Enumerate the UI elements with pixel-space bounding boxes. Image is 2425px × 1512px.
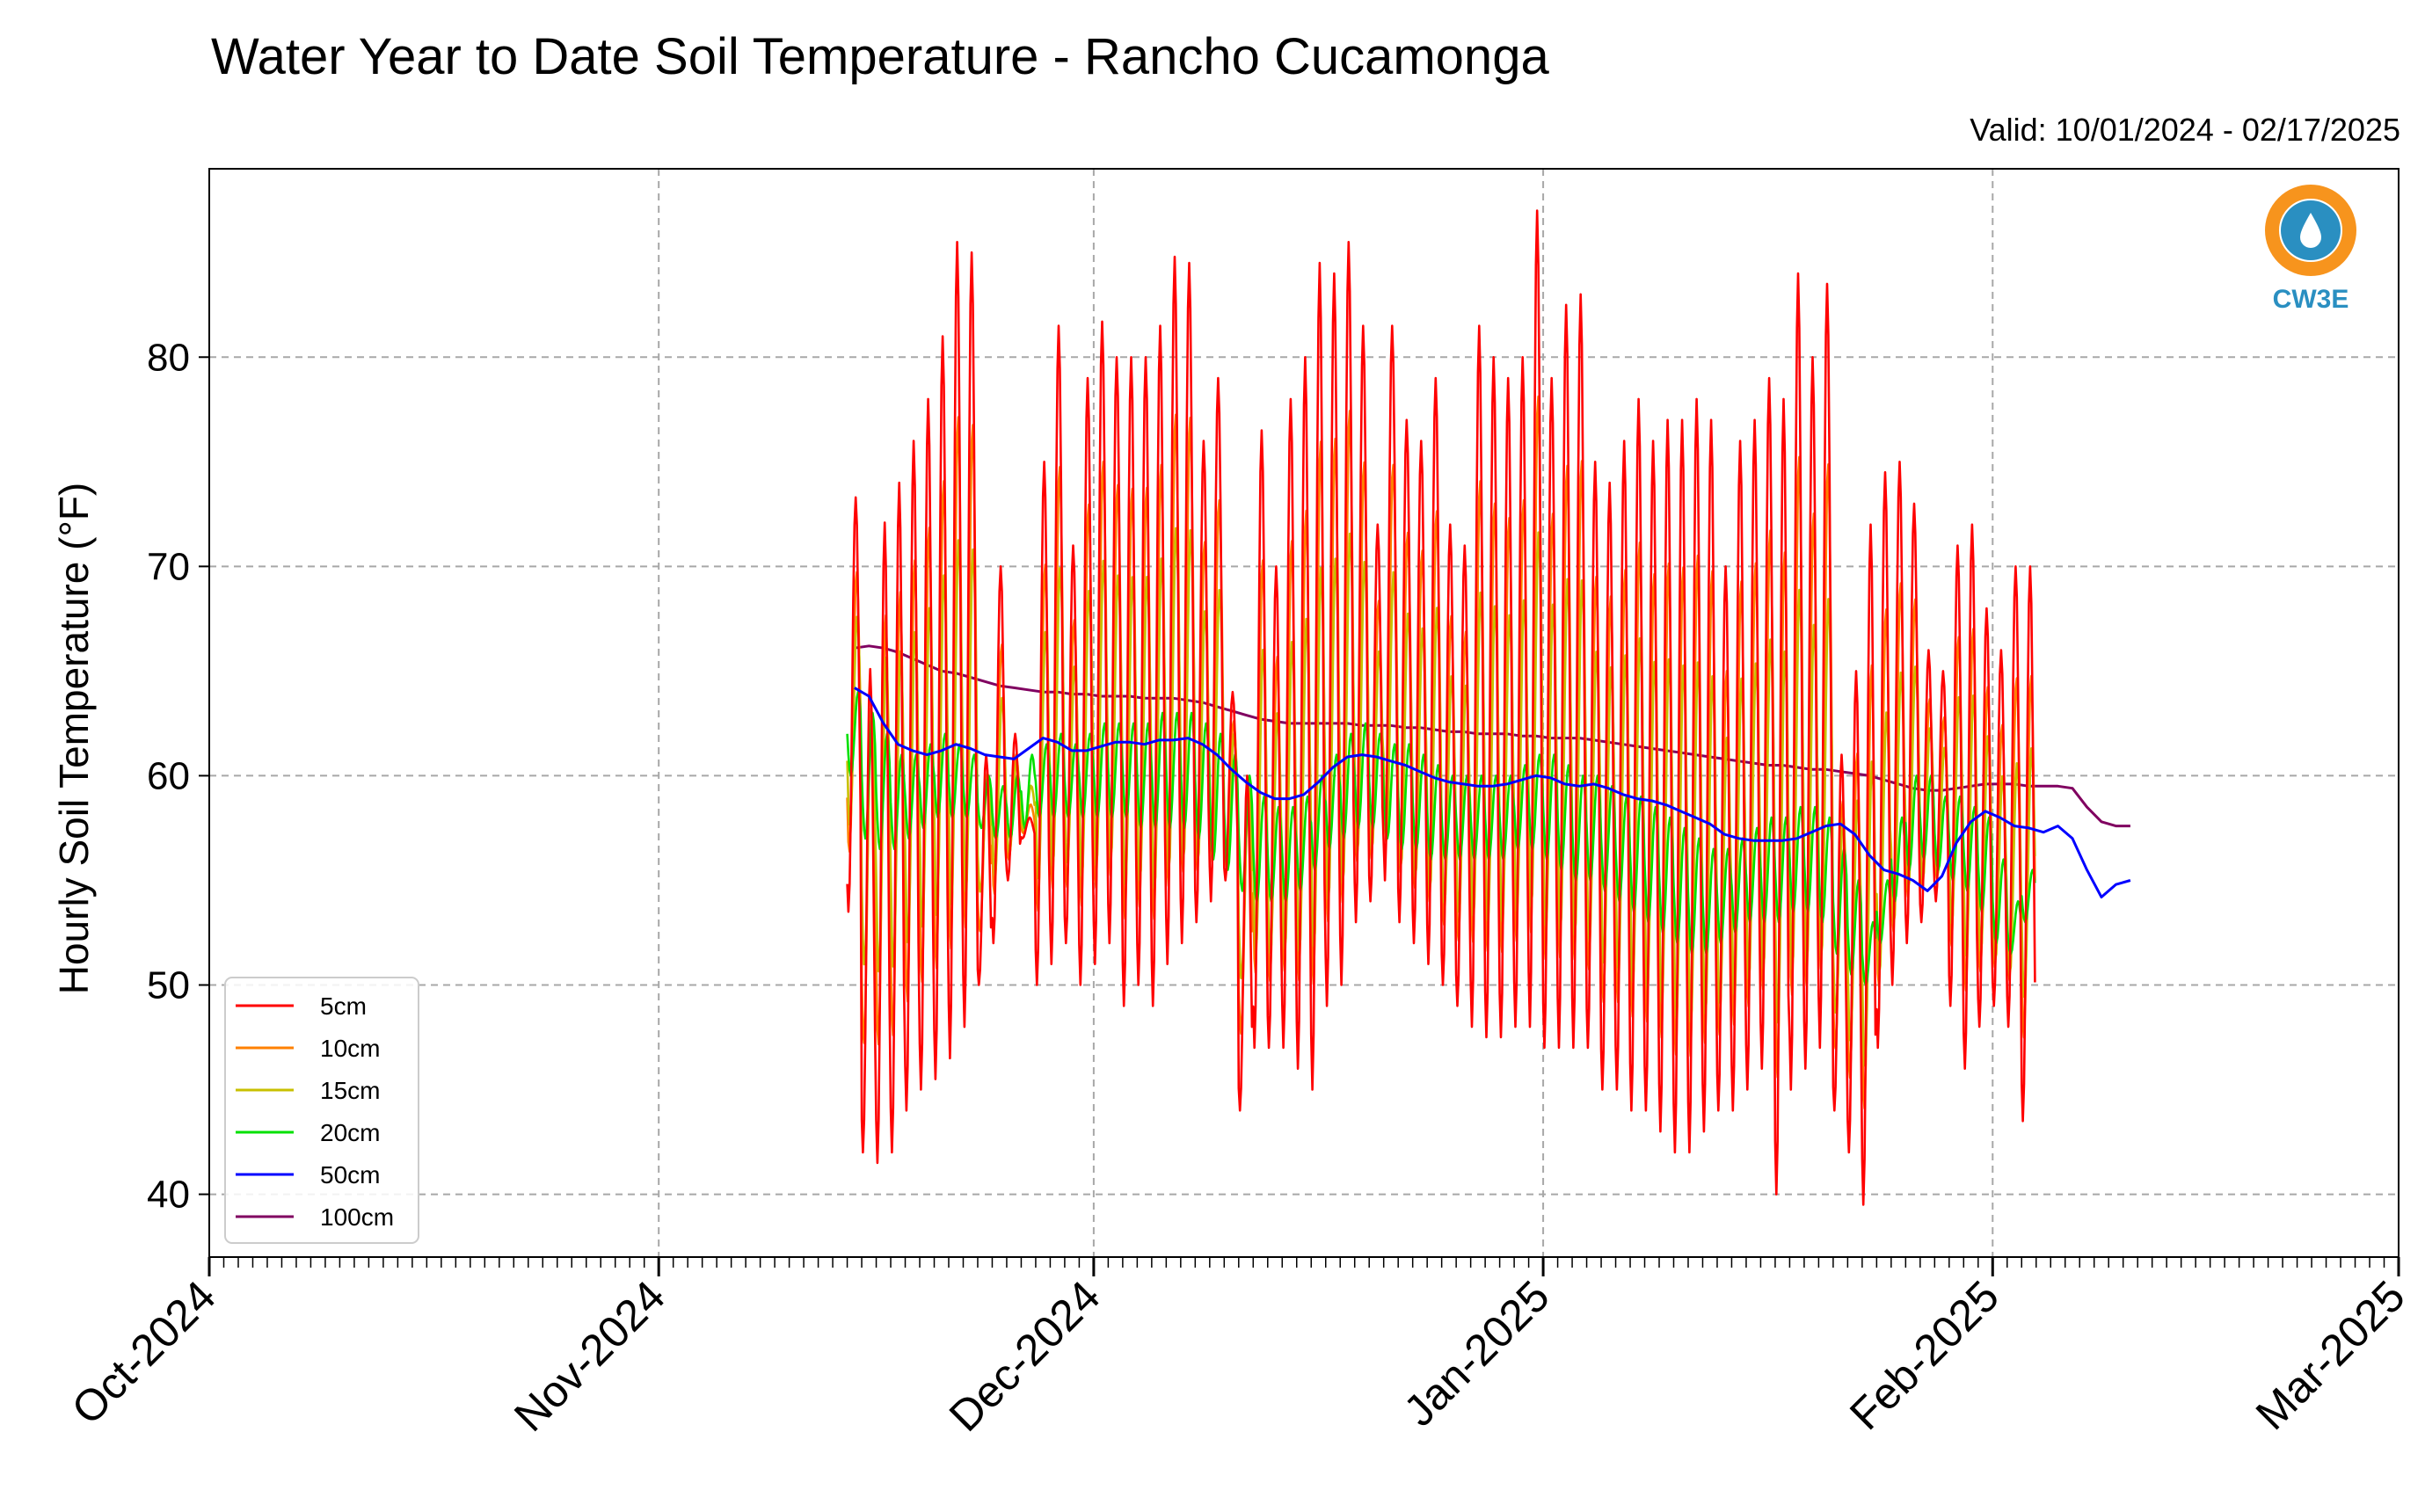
logo-ring-icon — [2265, 185, 2356, 276]
series-lines — [846, 209, 2131, 1206]
y-axis-ticks: 40 50 60 70 80 — [147, 336, 209, 1217]
cw3e-logo: CW3E — [2265, 185, 2356, 314]
y-axis-label: Hourly Soil Temperature (°F) — [51, 483, 97, 995]
legend-label-50cm: 50cm — [320, 1161, 380, 1189]
series-line-50cm — [854, 687, 2131, 898]
legend-box — [224, 977, 419, 1244]
y-tick-label: 40 — [147, 1174, 190, 1217]
logo-drop-icon — [2300, 213, 2321, 248]
valid-date-range: Valid: 10/01/2024 - 02/17/2025 — [1970, 112, 2400, 148]
x-tick-label: Nov-2024 — [505, 1271, 674, 1441]
legend-label-5cm: 5cm — [320, 992, 367, 1020]
x-tick-label: Jan-2025 — [1395, 1271, 1559, 1436]
legend-label-15cm: 15cm — [320, 1077, 380, 1104]
x-axis-ticks: Oct-2024 Nov-2024 Dec-2024 Jan-2025 Feb-2025… — [62, 1257, 2414, 1441]
chart-title: Water Year to Date Soil Temperature - Ra… — [211, 28, 1549, 85]
y-tick-label: 60 — [147, 754, 190, 797]
plot-frame — [208, 168, 2400, 1258]
y-tick-label: 50 — [147, 964, 190, 1007]
y-tick-label: 70 — [147, 545, 190, 588]
x-tick-label: Dec-2024 — [940, 1271, 1110, 1441]
legend-label-20cm: 20cm — [320, 1119, 380, 1146]
legend-label-100cm: 100cm — [320, 1203, 394, 1231]
x-tick-label: Feb-2025 — [1840, 1271, 2008, 1439]
x-tick-label: Oct-2024 — [62, 1271, 225, 1434]
series-line-5cm — [846, 209, 2036, 1206]
x-tick-label: Mar-2025 — [2247, 1271, 2414, 1439]
logo-text: CW3E — [2273, 285, 2349, 314]
y-tick-label: 80 — [147, 336, 190, 379]
legend: 5cm 10cm 15cm 20cm 50cm 100cm — [224, 977, 419, 1244]
legend-label-10cm: 10cm — [320, 1035, 380, 1062]
